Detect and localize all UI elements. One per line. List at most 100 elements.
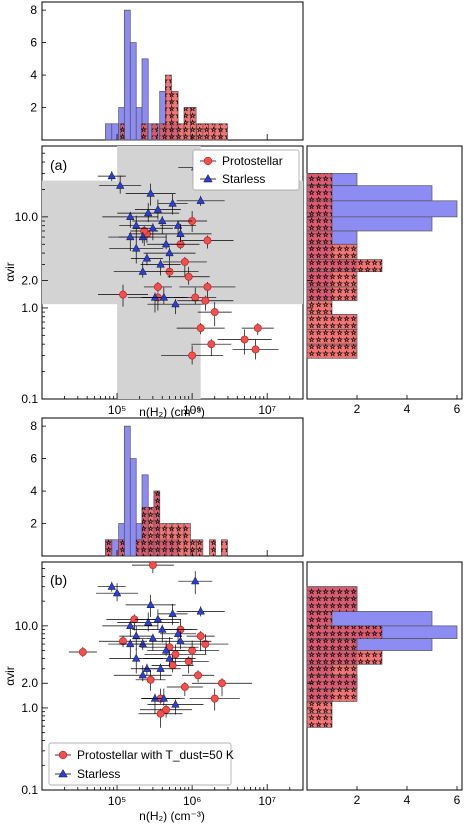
right-hist-tick-label: 6 — [454, 402, 461, 416]
top-hist-tick-label: 8 — [30, 3, 37, 17]
starless-point — [159, 292, 169, 301]
y-tick-label: 10.0 — [15, 619, 39, 633]
starless-point — [153, 204, 163, 213]
top-hist-tick-label: 8 — [30, 419, 37, 433]
starless-point — [153, 614, 163, 623]
top-hist-bar-hatch — [165, 75, 172, 140]
protostellar-point — [203, 236, 212, 245]
y-tick-label: 1.0 — [21, 301, 38, 315]
starless-point — [126, 212, 135, 220]
legend-box — [48, 742, 232, 786]
top-hist-bar-hatch — [142, 507, 149, 556]
starless-point — [143, 617, 153, 626]
top-hist-bar-starless — [111, 123, 120, 141]
legend-starless-label: Starless — [222, 172, 265, 186]
top-hist-bar-hatch — [151, 123, 158, 140]
right-hist-bar-hatch — [307, 625, 382, 639]
starless-point — [165, 248, 174, 257]
legend-starless-label: Starless — [77, 767, 120, 781]
protostellar-point — [119, 637, 127, 646]
starless-point — [148, 223, 158, 232]
right-hist-bar-hatch — [307, 286, 357, 301]
right-hist-bar-hatch — [307, 586, 357, 598]
x-tick-label: 10⁷ — [258, 794, 276, 808]
top-hist-bar-starless — [123, 9, 131, 141]
starless-point — [176, 636, 185, 645]
protostellar-point — [210, 694, 219, 703]
right-hist-tick-label: 2 — [354, 793, 361, 807]
starless-point — [165, 653, 174, 662]
protostellar-point — [146, 675, 155, 684]
protostellar-point — [180, 257, 189, 266]
starless-point — [132, 653, 141, 662]
top-hist-bar-starless — [105, 123, 113, 141]
starless-point — [176, 229, 185, 237]
right-hist-bar-hatch — [307, 701, 332, 714]
protostellar-point — [162, 705, 171, 714]
right-hist-bar-hatch — [307, 173, 332, 186]
right-hist-tick-label: 4 — [404, 793, 411, 807]
top-hist-bar-hatch — [105, 539, 112, 556]
top-hist-bar-hatch — [209, 539, 216, 556]
top-hist-bar-hatch — [118, 539, 125, 556]
top-hist-bar-hatch — [171, 91, 179, 140]
protostellar-point — [78, 648, 87, 656]
protostellar-point — [188, 351, 197, 360]
protostellar-point — [201, 296, 210, 305]
right-hist-bar-hatch — [307, 344, 357, 359]
y-tick-label: 2.0 — [21, 274, 38, 288]
protostellar-point — [156, 709, 165, 718]
top-hist-bar-hatch — [196, 123, 203, 140]
top-hist-bar-hatch — [166, 523, 173, 556]
right-hist-bar-hatch — [307, 664, 357, 676]
protostellar-point — [180, 683, 189, 691]
protostellar-point — [196, 632, 205, 641]
right-hist-bar-hatch — [307, 675, 357, 690]
panel-a-shaded-regions — [42, 146, 303, 399]
panel-b-scatter-frame — [41, 561, 304, 791]
top-hist-bar-hatch — [184, 523, 191, 556]
right-hist-tick-label: 2 — [354, 402, 361, 416]
right-hist-bar-hatch — [307, 650, 382, 665]
top-hist-bar-hatch — [120, 123, 125, 140]
starless-point — [150, 292, 160, 301]
top-hist-bar-hatch — [159, 523, 167, 556]
right-hist-bar-hatch — [307, 259, 382, 272]
right-hist-bar-hatch — [307, 329, 357, 345]
protostellar-point — [168, 661, 177, 670]
top-hist-bar-hatch — [208, 123, 215, 140]
protostellar-point — [184, 272, 193, 281]
right-hist-bar-hatch — [307, 689, 357, 702]
starless-point — [161, 239, 171, 248]
y-tick-label: 0.1 — [21, 392, 38, 406]
top-hist-bar-hatch — [220, 123, 228, 140]
x-tick-label: 10⁶ — [183, 794, 201, 808]
starless-point — [156, 664, 165, 672]
right-hist-bar-hatch — [307, 713, 332, 728]
protostellar-point — [140, 227, 149, 235]
starless-point — [107, 581, 116, 590]
top-hist-bar-hatch — [159, 123, 166, 140]
panel-b-ylabel: αvir — [3, 666, 17, 686]
top-hist-tick-label: 2 — [30, 517, 37, 531]
top-hist-bar-hatch — [190, 107, 197, 140]
starless-point — [196, 606, 205, 615]
legend-box — [192, 149, 300, 191]
top-hist-bar-hatch — [178, 523, 185, 556]
y-tick-label: 2.0 — [21, 676, 38, 690]
right-hist-bar-hatch — [307, 271, 357, 287]
starless-point — [148, 633, 158, 642]
top-hist-bar-hatch — [141, 123, 148, 140]
starless-point — [126, 621, 135, 629]
legend-protostellar-label: Protostellar with T_dust=50 K — [77, 748, 234, 762]
starless-point — [112, 588, 122, 597]
starless-point — [173, 629, 183, 637]
right-hist-bar-hatch — [307, 185, 332, 201]
protostellar-point — [251, 345, 260, 354]
starless-point — [142, 664, 152, 672]
protostellar-point — [194, 671, 203, 680]
top-hist-bar-starless — [129, 458, 137, 557]
scatter-points — [68, 157, 279, 728]
legend-starless-marker — [58, 768, 68, 778]
